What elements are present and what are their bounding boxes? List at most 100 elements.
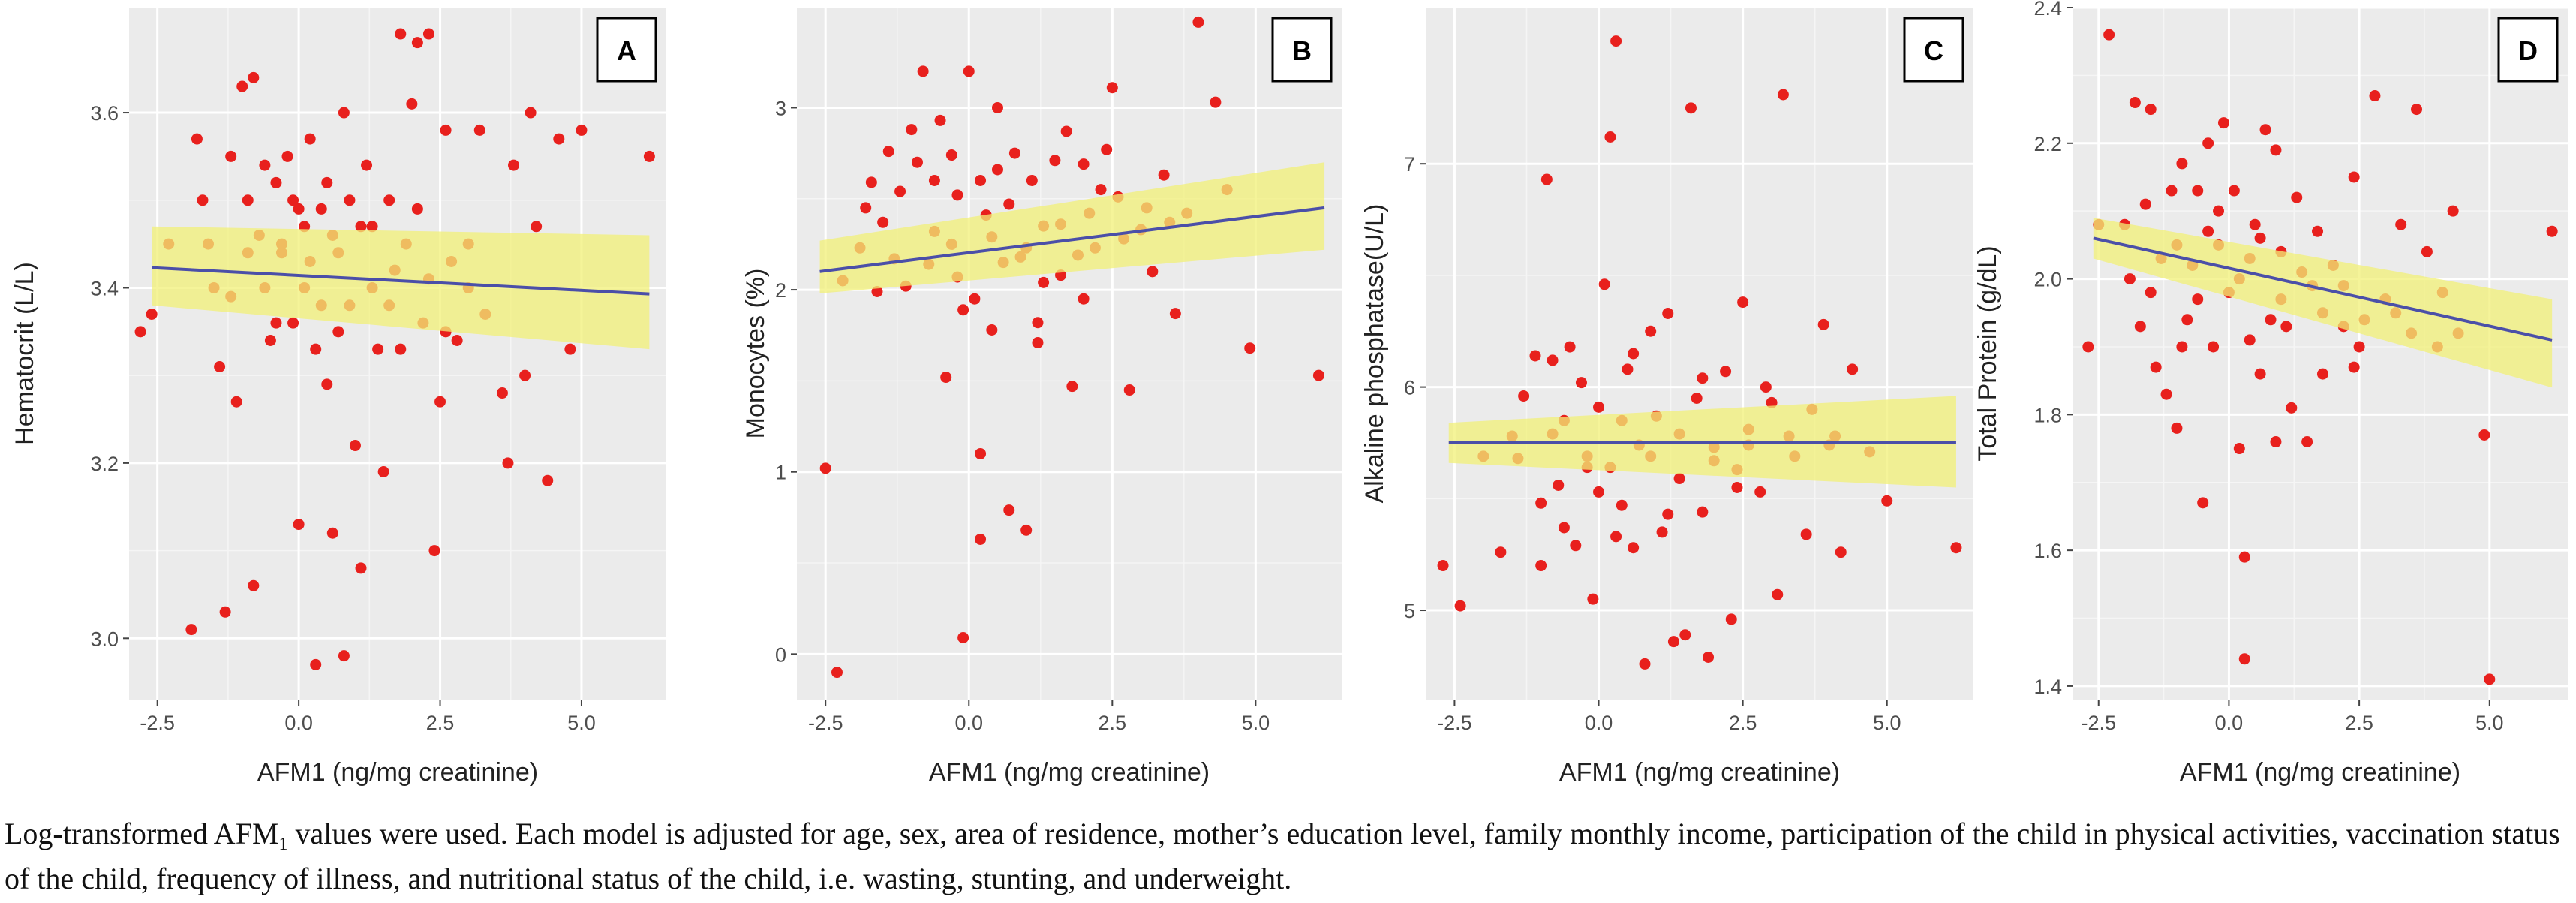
data-point	[819, 462, 831, 474]
data-point	[293, 203, 305, 215]
data-point	[1244, 342, 1256, 354]
data-point	[1817, 318, 1829, 330]
data-point	[525, 107, 537, 119]
data-point	[1038, 276, 1050, 288]
panel-label-a: A	[617, 35, 636, 66]
data-point	[1800, 528, 1812, 540]
y-axis-title: Hematocrit (L/L)	[11, 262, 39, 445]
data-point	[519, 369, 531, 381]
data-point	[321, 176, 333, 188]
x-tick-label-m2_5: -2.5	[140, 712, 175, 734]
data-point	[1772, 588, 1784, 600]
data-point	[1564, 341, 1576, 353]
data-point	[146, 308, 158, 320]
data-point	[338, 650, 350, 662]
data-point	[355, 562, 367, 574]
data-point	[1610, 35, 1622, 47]
y-tick-label-1_6: 1.6	[2033, 540, 2062, 562]
caption-subscript: 1	[278, 835, 288, 854]
y-tick-label-2_4: 2.4	[2033, 0, 2062, 20]
data-point	[321, 378, 333, 390]
data-point	[2176, 158, 2188, 170]
x-axis-title: AFM1 (ng/mg creatinine)	[2180, 758, 2460, 787]
x-axis-title: AFM1 (ng/mg creatinine)	[929, 758, 1210, 787]
data-point	[2265, 314, 2277, 326]
data-point	[332, 326, 344, 338]
data-point	[508, 159, 520, 171]
data-point	[2478, 429, 2490, 441]
data-point	[1575, 377, 1587, 389]
data-point	[2353, 341, 2365, 353]
data-point	[1847, 363, 1859, 375]
x-tick-label-5: 5.0	[1242, 712, 1270, 734]
data-point	[230, 396, 242, 408]
data-point	[1008, 147, 1020, 159]
data-point	[2197, 497, 2209, 509]
data-point	[1529, 350, 1541, 362]
caption-part-2: values were used. Each model is adjusted…	[5, 817, 2560, 895]
data-point	[2259, 124, 2271, 136]
data-point	[917, 65, 929, 77]
confidence-band	[819, 162, 1325, 293]
data-point	[2124, 273, 2136, 285]
data-point	[344, 194, 356, 206]
data-point	[1593, 401, 1605, 413]
data-point	[542, 474, 554, 486]
data-point	[1192, 16, 1204, 28]
data-point	[2145, 287, 2157, 299]
data-point	[831, 667, 843, 679]
data-point	[2312, 225, 2324, 237]
data-point	[1518, 390, 1530, 402]
regression-line	[152, 266, 650, 296]
y-tick-label-2_2: 2.2	[2033, 133, 2062, 155]
data-point	[2192, 185, 2204, 197]
panel-label-b: B	[1292, 35, 1312, 66]
data-point	[411, 37, 423, 49]
data-point	[1610, 531, 1622, 543]
data-point	[372, 343, 384, 355]
data-point	[2134, 321, 2146, 333]
data-point	[2369, 90, 2381, 102]
data-point	[422, 28, 434, 40]
chart-panel-d: -2.5 0.0 2.5 5.0 1.4 1.6 1.8 2.0 2.2 2.4 AFM1 (ng/…	[1973, 0, 2568, 787]
data-point	[287, 317, 299, 329]
data-point	[1032, 336, 1044, 348]
data-point	[2546, 225, 2558, 237]
data-point	[1587, 593, 1599, 605]
data-point	[2484, 673, 2496, 685]
data-point	[1679, 629, 1691, 641]
confidence-band	[152, 226, 650, 350]
y-tick-label-6: 6	[1404, 377, 1415, 399]
data-point	[287, 194, 299, 206]
x-tick-label-5: 5.0	[1873, 712, 1901, 734]
regression-line	[819, 206, 1325, 273]
data-point	[502, 457, 514, 469]
data-point	[553, 133, 565, 145]
data-point	[975, 175, 987, 186]
data-point	[1095, 184, 1107, 196]
data-point	[259, 159, 271, 171]
data-point	[1078, 158, 1090, 170]
data-point	[986, 324, 998, 336]
data-point	[1169, 308, 1181, 320]
x-tick-label-0: 0.0	[2215, 712, 2244, 734]
data-point	[1645, 325, 1657, 337]
data-point	[2228, 185, 2240, 197]
data-point	[957, 632, 969, 644]
data-point	[1754, 486, 1766, 498]
x-tick-label-2_5: 2.5	[1099, 712, 1127, 734]
data-point	[945, 149, 957, 161]
panel-label-d: D	[2518, 35, 2538, 66]
data-point	[1535, 560, 1547, 572]
data-point	[1049, 155, 1061, 167]
data-point	[2249, 218, 2261, 230]
y-axis-title: Total Protein (g/dL)	[1973, 245, 2002, 461]
data-point	[440, 124, 452, 136]
data-point	[315, 203, 327, 215]
data-point	[1697, 506, 1709, 518]
data-point	[1553, 479, 1565, 491]
data-point	[1078, 293, 1090, 305]
data-point	[1662, 307, 1674, 319]
data-point	[2103, 29, 2115, 41]
data-point	[191, 133, 203, 145]
